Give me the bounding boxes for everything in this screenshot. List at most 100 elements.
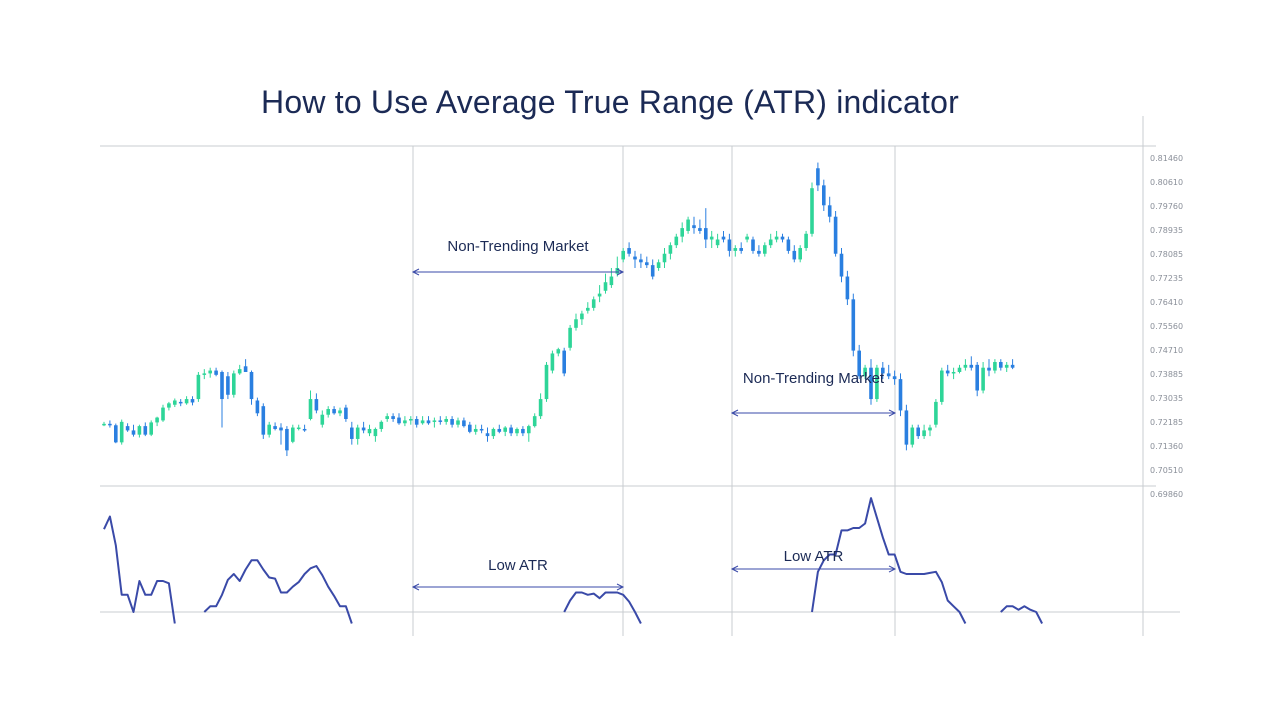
candle bbox=[768, 233, 773, 249]
candle-body bbox=[774, 236, 779, 240]
candle-body bbox=[143, 426, 148, 435]
candle bbox=[137, 424, 142, 438]
candle-body bbox=[999, 362, 1003, 368]
candle-body bbox=[432, 420, 437, 422]
candle-body bbox=[875, 367, 879, 400]
candle-body bbox=[538, 399, 543, 417]
y-tick-label: 0.74710 bbox=[1150, 346, 1183, 355]
candle-body bbox=[485, 433, 490, 437]
y-tick-label: 0.73885 bbox=[1150, 370, 1183, 379]
candle-body bbox=[468, 424, 472, 432]
candle bbox=[491, 427, 496, 439]
candle-body bbox=[892, 376, 897, 380]
candle-body bbox=[627, 248, 631, 254]
candle-body bbox=[155, 417, 159, 423]
candle-body bbox=[586, 307, 590, 311]
candle-body bbox=[869, 367, 873, 400]
candle bbox=[527, 424, 531, 442]
candle bbox=[173, 398, 177, 408]
candle-body bbox=[715, 239, 720, 246]
candle-body bbox=[497, 428, 502, 432]
candle-body bbox=[969, 364, 974, 368]
candle-body bbox=[532, 416, 537, 427]
candle bbox=[214, 367, 218, 377]
annotation-label: Non-Trending Market bbox=[743, 370, 885, 387]
candle bbox=[774, 230, 779, 243]
candle bbox=[521, 426, 525, 437]
candle-body bbox=[527, 426, 531, 434]
candle-body bbox=[904, 410, 909, 445]
candle bbox=[869, 359, 873, 405]
arrow-head-left bbox=[730, 409, 739, 417]
candle-body bbox=[957, 367, 962, 372]
candle bbox=[698, 219, 702, 234]
candle-body bbox=[987, 367, 991, 371]
candle-body bbox=[450, 418, 454, 425]
candle-body bbox=[308, 399, 313, 419]
y-tick-label: 0.73035 bbox=[1150, 394, 1183, 403]
candle bbox=[220, 370, 224, 428]
candle bbox=[721, 230, 726, 243]
candle bbox=[391, 413, 395, 422]
candle-body bbox=[650, 265, 655, 277]
candle bbox=[810, 182, 814, 237]
atr-tick-label: 0.69860 bbox=[1150, 490, 1183, 499]
candle bbox=[125, 423, 130, 432]
candle bbox=[178, 399, 183, 407]
arrow-head-left bbox=[730, 565, 739, 573]
candle bbox=[267, 421, 271, 438]
candle bbox=[822, 179, 826, 211]
candle bbox=[875, 364, 879, 402]
candle-body bbox=[503, 427, 507, 432]
candle bbox=[745, 233, 749, 243]
candle bbox=[444, 416, 448, 425]
candle bbox=[951, 367, 956, 380]
candle bbox=[479, 424, 484, 434]
candle-body bbox=[249, 371, 254, 400]
candle bbox=[656, 259, 661, 271]
candle bbox=[456, 417, 460, 428]
candle bbox=[161, 404, 165, 422]
candle-body bbox=[184, 399, 189, 404]
candle bbox=[344, 404, 348, 422]
candle-body bbox=[444, 418, 448, 422]
candle-body bbox=[491, 428, 496, 437]
candle bbox=[397, 413, 401, 425]
candle-body bbox=[108, 423, 112, 426]
candle bbox=[981, 362, 985, 394]
y-tick-label: 0.76410 bbox=[1150, 298, 1183, 307]
candle-body bbox=[963, 364, 968, 368]
candle bbox=[143, 422, 148, 437]
candle-body bbox=[857, 350, 861, 377]
candle bbox=[603, 273, 608, 294]
candle bbox=[320, 410, 325, 428]
arrow-head-left bbox=[411, 268, 420, 276]
candle bbox=[633, 250, 637, 268]
candle bbox=[232, 370, 236, 398]
candle-body bbox=[114, 425, 118, 443]
candle bbox=[940, 367, 944, 405]
candle-body bbox=[751, 239, 755, 251]
candle-body bbox=[645, 262, 649, 266]
candle-body bbox=[922, 430, 926, 437]
candle bbox=[426, 416, 431, 425]
candle bbox=[361, 421, 366, 434]
candle-body bbox=[615, 267, 620, 274]
candle-body bbox=[680, 228, 684, 237]
price-axis: 0.81460 0.80610 0.79760 0.78935 0.78085 0.772… bbox=[1150, 154, 1183, 499]
candle-body bbox=[479, 428, 484, 431]
candle bbox=[969, 356, 974, 371]
candle bbox=[414, 416, 419, 428]
candle-body bbox=[975, 364, 979, 391]
y-tick-label: 0.81460 bbox=[1150, 154, 1183, 163]
candle bbox=[509, 424, 513, 437]
candle-body bbox=[403, 420, 407, 424]
candle bbox=[934, 399, 938, 428]
candle bbox=[326, 406, 330, 418]
candle-body bbox=[167, 403, 171, 408]
candle bbox=[468, 421, 472, 434]
candle-body bbox=[131, 430, 136, 435]
candle bbox=[338, 407, 342, 417]
arrow-head-left bbox=[411, 583, 420, 591]
